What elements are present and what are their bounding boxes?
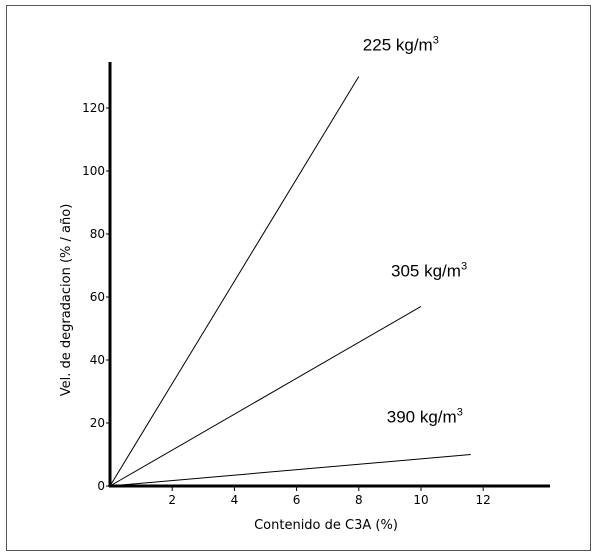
y-tick-label: 100: [82, 164, 105, 178]
x-tick-label: 8: [355, 493, 363, 507]
series-line-1: [109, 76, 360, 487]
series-label-1: 225 kg/m3: [363, 35, 439, 55]
y-tick-label: 120: [82, 101, 105, 115]
series-label-superscript: 3: [461, 260, 467, 272]
y-tick-label: 40: [90, 353, 105, 367]
y-tick-label: 80: [90, 227, 105, 241]
series-label-text: 225 kg/m: [363, 36, 433, 55]
series-label-superscript: 3: [457, 407, 463, 419]
series-label-3: 390 kg/m3: [387, 407, 463, 427]
x-tick-label: 4: [231, 493, 239, 507]
x-tick-label: 6: [293, 493, 301, 507]
series-label-text: 305 kg/m: [391, 261, 461, 280]
y-axis-title: Vel. de degradacion (% / año): [59, 204, 74, 397]
series-label-text: 390 kg/m: [387, 408, 457, 427]
y-tick-label: 60: [90, 290, 105, 304]
series-line-3: [109, 454, 471, 487]
axes: 0 20 40 60 80 100 120 2 4 6 8 10 12: [82, 62, 550, 507]
series-label-superscript: 3: [433, 35, 439, 47]
series-label-2: 305 kg/m3: [391, 260, 467, 280]
x-tick-label: 12: [476, 493, 491, 507]
chart-border: [6, 5, 591, 551]
series-line-2: [109, 306, 422, 487]
x-tick-label: 10: [413, 493, 428, 507]
y-tick-label: 0: [97, 479, 105, 493]
x-axis-title: Contenido de C3A (%): [254, 518, 398, 533]
data-lines: [109, 76, 471, 487]
x-tick-label: 2: [168, 493, 176, 507]
y-tick-label: 20: [90, 416, 105, 430]
